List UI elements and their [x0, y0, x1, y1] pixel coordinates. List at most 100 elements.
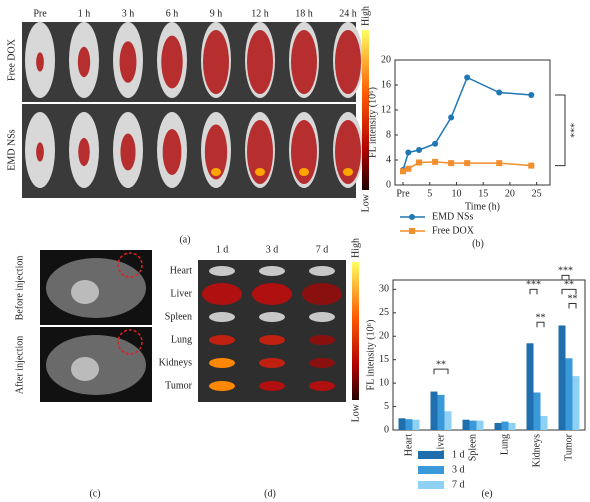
- x-tick-label: Kidneys: [531, 434, 542, 467]
- scale-low: Low: [350, 403, 361, 422]
- sig-bracket: [561, 274, 570, 281]
- y-tick-label: 4: [386, 154, 391, 165]
- time-label: 18 h: [295, 8, 313, 19]
- bar: [572, 376, 580, 430]
- sig-bracket: [536, 321, 545, 328]
- legend-marker: [409, 228, 415, 234]
- time-label: Pre: [33, 8, 47, 19]
- panel-label: (b): [472, 238, 484, 249]
- x-tick-label: Pre: [396, 188, 410, 199]
- sig-bracket: [561, 288, 577, 295]
- time-label: 3 h: [122, 8, 135, 19]
- organ: [309, 266, 335, 276]
- row-label: Free DOX: [6, 38, 17, 81]
- tumor-signal: [211, 168, 221, 176]
- bar: [398, 418, 406, 430]
- bar: [444, 411, 452, 430]
- x-tick-label: Liver: [435, 433, 446, 455]
- legend-label: EMD NSs: [432, 211, 474, 222]
- y-tick-label: 20: [379, 331, 389, 342]
- x-tick-label: Tumor: [563, 433, 574, 461]
- panel-label: (e): [481, 488, 492, 499]
- y-tick-label: 0: [384, 424, 389, 435]
- point: [528, 162, 535, 169]
- bar: [508, 422, 516, 430]
- organ: [302, 283, 342, 305]
- organ: [202, 283, 242, 305]
- point: [405, 165, 412, 172]
- point: [496, 160, 503, 167]
- y-tick-label: 8: [386, 129, 391, 140]
- signal: [36, 52, 44, 72]
- signal: [247, 120, 273, 184]
- x-tick-label: Lung: [499, 434, 510, 455]
- legend-swatch: [418, 481, 444, 489]
- annotation: **: [436, 359, 446, 370]
- organ: [209, 266, 235, 276]
- y-tick-label: 12: [381, 104, 391, 115]
- scale-high: High: [360, 6, 371, 26]
- bar: [526, 343, 534, 430]
- bar: [494, 422, 502, 430]
- signal: [291, 30, 317, 94]
- panel-label: (a): [179, 234, 190, 245]
- panel-label: (c): [89, 488, 100, 499]
- row-label: After injection: [14, 336, 25, 395]
- bracket: [555, 94, 566, 167]
- plot-frame: [392, 279, 586, 431]
- row-label: Before injection: [14, 256, 25, 321]
- point: [416, 147, 423, 153]
- bar: [469, 420, 477, 430]
- organ: [209, 381, 235, 391]
- organ: [259, 266, 285, 276]
- signal: [36, 142, 44, 162]
- colorbar: [352, 262, 359, 400]
- mri-organ: [71, 280, 99, 304]
- y-tick-label: 20: [381, 54, 391, 65]
- legend-marker: [409, 214, 415, 220]
- bar: [437, 394, 445, 430]
- annotation: ***: [526, 280, 541, 291]
- point: [528, 92, 535, 98]
- day-label: 1 d: [216, 244, 229, 255]
- tumor-circle: [117, 252, 143, 278]
- organ: [252, 283, 292, 305]
- bar: [565, 358, 573, 430]
- y-tick-label: 10: [379, 377, 389, 388]
- annotation: **: [564, 280, 574, 291]
- sig-bracket: [529, 288, 538, 295]
- point: [405, 149, 412, 156]
- organ: [209, 335, 235, 345]
- bar: [405, 419, 413, 430]
- tumor-circle: [117, 329, 143, 355]
- organ-label: Liver: [170, 288, 192, 299]
- x-tick-label: Heart: [403, 434, 414, 456]
- sig-bracket: [433, 368, 449, 375]
- organ-label: Heart: [170, 265, 192, 276]
- time-label: 24 h: [339, 8, 357, 19]
- organ: [259, 335, 285, 345]
- organ-label: Lung: [171, 334, 192, 345]
- bar: [501, 421, 509, 430]
- x-tick-label: 10: [451, 188, 461, 199]
- y-tick-label: 15: [379, 354, 389, 365]
- point: [416, 159, 423, 166]
- annotation: ***: [558, 266, 573, 277]
- signal: [247, 30, 273, 94]
- legend-label: Free DOX: [432, 225, 475, 236]
- x-tick-label: Spleen: [467, 434, 478, 461]
- organ: [309, 381, 335, 391]
- tumor-signal: [255, 168, 265, 176]
- legend-label: 3 d: [452, 464, 465, 475]
- panel-label: (d): [264, 488, 276, 499]
- y-axis-label: FL intensity (10⁶): [365, 320, 376, 391]
- organ: [309, 358, 335, 368]
- signal: [161, 35, 183, 89]
- organ: [309, 312, 335, 322]
- organ: [259, 312, 285, 322]
- point: [400, 168, 407, 175]
- colorbar: [362, 30, 369, 190]
- organ: [259, 381, 285, 391]
- x-tick-label: 20: [505, 188, 515, 199]
